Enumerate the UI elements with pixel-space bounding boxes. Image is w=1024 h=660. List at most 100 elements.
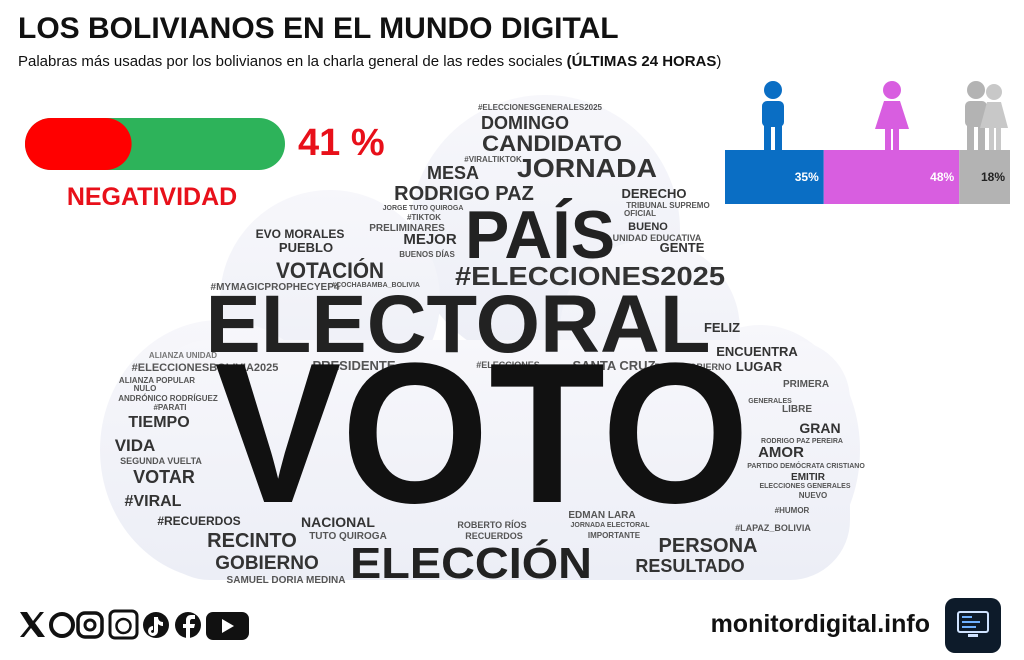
female-icon	[875, 81, 909, 150]
gender-segment	[725, 150, 824, 204]
cloud-word: NACIONAL	[301, 514, 375, 530]
cloud-word: JORNADA	[517, 153, 657, 183]
subtitle-text: Palabras más usadas por los bolivianos e…	[18, 53, 562, 70]
cloud-word: NULO	[134, 384, 157, 393]
social-icons	[20, 609, 249, 640]
cloud-word: DOMINGO	[481, 113, 569, 133]
cloud-word: JORNADA ELECTORAL	[571, 522, 651, 529]
gender-label: 18%	[981, 170, 1005, 184]
cloud-word: RECUERDOS	[465, 531, 523, 541]
cloud-word: ALIANZA POPULAR	[119, 376, 195, 385]
cloud-word: NUEVO	[799, 491, 827, 500]
cloud-word: VOTO	[215, 322, 750, 545]
subtitle-close: )	[716, 53, 721, 70]
cloud-word: ROBERTO RÍOS	[457, 520, 526, 530]
cloud-word: JORGE TUTO QUIROGA	[383, 205, 464, 212]
cloud-word: RECINTO	[207, 530, 297, 552]
site-name: monitordigital.info	[711, 610, 930, 638]
cloud-word: #ELECCIONESGENERALES2025	[478, 103, 603, 112]
cloud-word: EVO MORALES	[256, 227, 345, 241]
cloud-word: #LAPAZ_BOLIVIA	[735, 523, 811, 533]
cloud-word: FELIZ	[704, 320, 740, 335]
cloud-word: VOTAR	[133, 467, 195, 487]
cloud-word: RODRIGO PAZ	[394, 183, 534, 205]
cloud-word: BUENO	[628, 221, 668, 233]
cloud-word: ELECCIONES GENERALES	[759, 483, 850, 490]
cloud-word: GRAN	[799, 420, 840, 436]
cloud-word: MESA	[427, 163, 479, 183]
cloud-word: #RECUERDOS	[157, 514, 240, 528]
cloud-word: GENERALES	[748, 398, 792, 405]
title: LOS BOLIVIANOS EN EL MUNDO DIGITAL	[18, 12, 619, 45]
monitor-logo	[945, 598, 1001, 653]
cloud-word: PUEBLO	[279, 240, 333, 255]
cloud-word: VOTACIÓN	[276, 258, 384, 283]
gender-segment	[959, 150, 1010, 204]
cloud-word: TUTO QUIROGA	[309, 531, 387, 542]
word-cloud: #ELECCIONESGENERALES2025DOMINGOCANDIDATO…	[115, 103, 866, 588]
cloud-word: OFICIAL	[624, 209, 656, 218]
cloud-word: LUGAR	[736, 359, 783, 374]
cloud-word: ELECTORAL	[206, 279, 711, 370]
subtitle-bold: (ÚLTIMAS 24 HORAS	[567, 52, 717, 70]
cloud-word: #ELECCIONES2025	[455, 261, 725, 291]
subtitle: Palabras más usadas por los bolivianos e…	[18, 52, 721, 70]
cloud-word: MEJOR	[403, 231, 457, 248]
cloud-word: PAÍS	[465, 197, 615, 273]
cloud-word: TRIBUNAL SUPREMO	[626, 201, 709, 210]
cloud-word: #HUMOR	[775, 506, 810, 515]
gender-segment	[823, 150, 960, 204]
cloud-word: LIBRE	[782, 404, 812, 415]
cloud-word: EDMAN LARA	[568, 510, 635, 521]
cloud-word: #COCHABAMBA_BOLIVIA	[332, 282, 420, 289]
cloud-word: PRESIDENTE	[312, 358, 395, 373]
cloud-word: #MYMAGICPROPHECYEP4	[211, 282, 340, 293]
cloud-word: #TIKTOK	[407, 213, 441, 222]
cloud-word: PARTIDO DEMÓCRATA CRISTIANO	[747, 461, 865, 470]
cloud-word: SAMUEL DORIA MEDINA	[227, 575, 346, 586]
cloud-word: ELECCIÓN	[350, 538, 592, 588]
cloud-word: BUEN GOBIERNO	[654, 362, 731, 372]
cloud-word: PRELIMINARES	[369, 223, 445, 234]
cloud-word: SANTA CRUZ	[572, 358, 655, 373]
cloud-word: EMITIR	[791, 472, 826, 483]
cloud-word: PRIMERA	[783, 379, 829, 390]
cloud-word: SEGUNDA VUELTA	[120, 456, 202, 466]
cloud-word: AMOR	[758, 444, 804, 461]
cloud-word: #PARATI	[153, 403, 186, 412]
cloud-word: #VIRALTIKTOK	[464, 155, 522, 164]
instagram-icon	[76, 611, 104, 639]
negativity-title: NEGATIVIDAD	[67, 183, 237, 211]
cloud-word: TIEMPO	[128, 414, 189, 431]
cloud-word: #ELECCIONESBOLIVIA2025	[132, 362, 279, 374]
cloud-shape	[100, 95, 860, 580]
threads-icon	[49, 612, 75, 638]
cloud-word: DERECHO	[621, 186, 686, 201]
cloud-word: #ELECCIONES	[476, 360, 540, 370]
gauge-negative	[25, 118, 132, 170]
x-icon	[20, 612, 45, 637]
gender-bar: 35% 48% 18%	[725, 150, 1010, 204]
cloud-word: ENCUENTRA	[716, 344, 798, 359]
negativity-value: 41 %	[298, 122, 385, 164]
gender-label: 35%	[795, 170, 819, 184]
cloud-word: RODRIGO PAZ PEREIRA	[761, 438, 843, 445]
male-icon	[762, 81, 784, 150]
cloud-word: PERSONA	[659, 535, 758, 557]
cloud-word: CANDIDATO	[482, 131, 622, 156]
cloud-word: GOBIERNO	[215, 553, 318, 574]
group-icon	[965, 81, 1008, 150]
cloud-word: ANDRÓNICO RODRÍGUEZ	[118, 394, 218, 403]
cloud-word: #VIRAL	[125, 493, 182, 510]
cloud-word: ALIANZA UNIDAD	[149, 351, 217, 360]
gender-label: 48%	[930, 170, 954, 184]
gender-icons	[762, 81, 1008, 150]
cloud-word: VIDA	[115, 436, 156, 455]
reddit-icon	[108, 609, 139, 640]
cloud-word: IMPORTANTE	[588, 531, 641, 540]
cloud-word: BUENOS DÍAS	[399, 250, 455, 259]
cloud-word: GENTE	[660, 240, 705, 255]
cloud-word: UNIDAD EDUCATIVA	[613, 233, 702, 243]
negativity-gauge	[25, 118, 285, 170]
